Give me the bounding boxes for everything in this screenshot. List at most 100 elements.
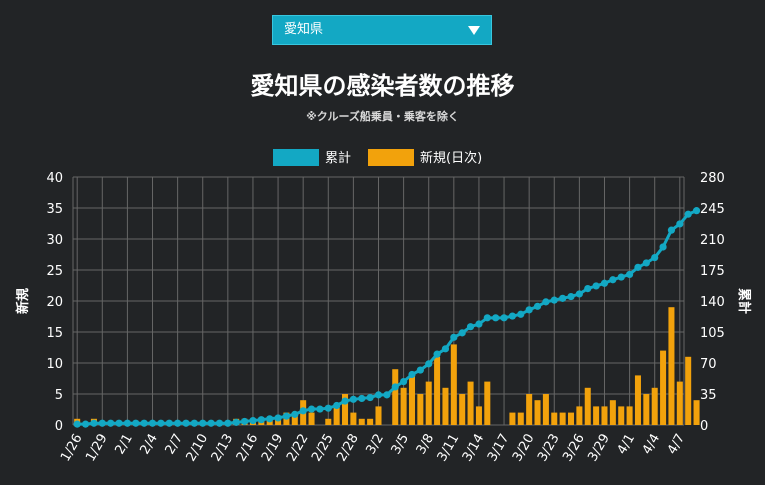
point-cumulative: [592, 282, 600, 290]
bar-daily: [609, 400, 616, 425]
point-cumulative: [416, 366, 424, 374]
x-tick-label: 1/29: [83, 432, 111, 465]
point-cumulative: [642, 259, 650, 267]
y-tick-label-right: 70: [700, 357, 717, 372]
bar-daily: [576, 406, 583, 425]
point-cumulative: [132, 419, 140, 427]
point-cumulative: [617, 273, 625, 281]
point-cumulative: [266, 415, 274, 423]
point-cumulative: [199, 419, 207, 427]
bar-daily: [308, 412, 315, 425]
bar-daily: [551, 412, 558, 425]
bar-daily: [400, 387, 407, 425]
bar-daily: [367, 418, 374, 425]
cumulative-line: [73, 207, 701, 428]
bar-daily: [333, 406, 340, 425]
legend-swatch-daily[interactable]: [368, 149, 414, 166]
point-cumulative: [508, 312, 517, 320]
x-tick-label: 2/13: [209, 432, 237, 465]
bar-daily: [559, 412, 566, 425]
grid-lines: [72, 176, 685, 426]
y-tick-label-right: 140: [700, 295, 725, 310]
point-cumulative: [148, 419, 157, 427]
x-tick-label: 3/20: [510, 432, 538, 465]
point-cumulative: [492, 314, 500, 322]
bar-daily: [417, 394, 424, 425]
x-tick-label: 3/5: [389, 432, 412, 458]
bar-daily: [542, 394, 549, 425]
x-tick-label: 1/26: [58, 432, 86, 465]
bar-daily: [358, 418, 365, 425]
y-tick-label-right: 105: [700, 326, 725, 341]
point-cumulative: [165, 419, 173, 427]
point-cumulative: [651, 254, 659, 262]
point-cumulative: [207, 419, 215, 427]
bar-daily: [534, 400, 541, 425]
bar-daily: [392, 369, 399, 425]
bar-daily: [475, 406, 482, 425]
point-cumulative: [90, 419, 98, 427]
point-cumulative: [224, 419, 232, 427]
point-cumulative: [249, 416, 257, 425]
point-cumulative: [73, 420, 81, 428]
bar-daily: [442, 387, 449, 425]
point-cumulative: [333, 401, 341, 410]
bar-daily: [450, 344, 457, 425]
x-tick-label: 2/10: [184, 432, 212, 465]
bar-daily: [618, 406, 625, 425]
point-cumulative: [107, 419, 115, 427]
bar-daily: [509, 412, 516, 425]
point-cumulative: [307, 405, 316, 413]
bar-daily: [526, 394, 533, 425]
legend-swatch-cumulative[interactable]: [273, 149, 319, 166]
x-tick-label: 3/17: [485, 432, 513, 465]
point-cumulative: [517, 310, 525, 318]
daily-bars: [74, 307, 700, 425]
x-tick-label: 3/8: [414, 432, 437, 458]
y-tick-label-left: 30: [46, 233, 63, 248]
legend[interactable]: 累計 新規(日次): [273, 149, 482, 166]
x-tick-label: 3/23: [535, 432, 563, 465]
bar-daily: [342, 394, 349, 425]
point-cumulative: [475, 320, 483, 328]
point-cumulative: [542, 298, 550, 306]
bar-daily: [668, 307, 675, 425]
y-tick-label-left: 5: [55, 388, 63, 403]
point-cumulative: [525, 306, 533, 314]
point-cumulative: [584, 285, 592, 293]
point-cumulative: [458, 329, 466, 337]
point-cumulative: [659, 243, 667, 251]
point-cumulative: [676, 220, 684, 228]
bar-daily: [693, 400, 700, 425]
chart-subtitle: ※クルーズ船乗員・乗客を除く: [306, 110, 459, 123]
point-cumulative: [215, 419, 224, 427]
point-cumulative: [559, 294, 567, 302]
point-cumulative: [274, 414, 282, 422]
y-axis-left-label: 新規: [15, 288, 31, 314]
bar-daily: [275, 418, 282, 425]
bar-daily: [601, 406, 608, 425]
point-cumulative: [408, 370, 416, 379]
point-cumulative: [349, 395, 357, 403]
bar-daily: [408, 375, 415, 425]
point-cumulative: [425, 360, 433, 368]
point-cumulative: [634, 263, 642, 271]
x-tick-label: 3/11: [435, 432, 463, 465]
point-cumulative: [157, 419, 165, 427]
point-cumulative: [575, 290, 583, 298]
chevron-down-icon: [468, 26, 480, 35]
point-cumulative: [299, 407, 307, 415]
x-tick-label: 3/29: [585, 432, 613, 465]
bar-daily: [291, 412, 298, 425]
x-tick-label: 2/22: [284, 432, 312, 465]
point-cumulative: [441, 345, 450, 353]
bar-daily: [676, 381, 683, 425]
bar-daily: [467, 381, 474, 425]
point-cumulative: [341, 397, 349, 405]
point-cumulative: [282, 412, 291, 420]
point-cumulative: [533, 302, 542, 310]
prefecture-select[interactable]: 愛知県: [272, 15, 492, 45]
bar-daily: [634, 375, 641, 425]
point-cumulative: [567, 292, 575, 301]
